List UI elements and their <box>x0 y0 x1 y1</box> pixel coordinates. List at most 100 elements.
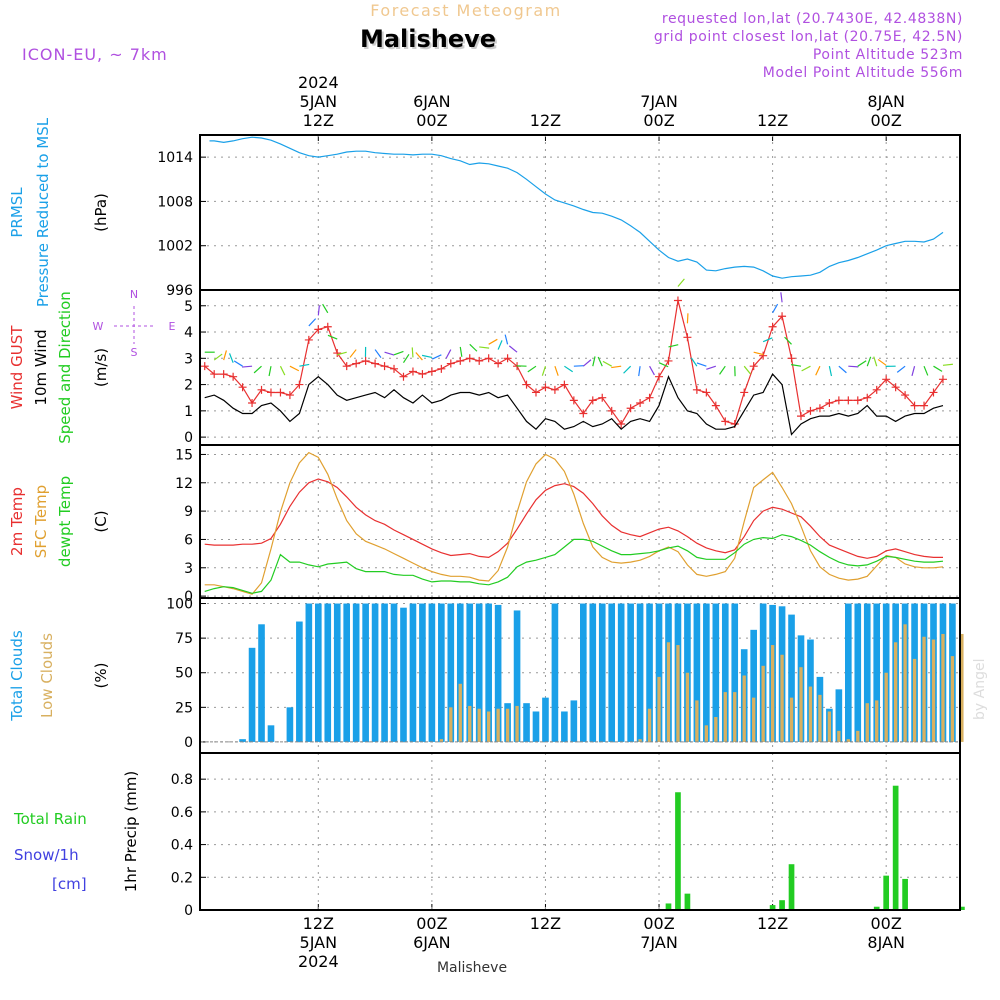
top-time-label: 8JAN <box>867 92 905 111</box>
wind-arrow <box>896 365 906 373</box>
meteogram-subtitle: Forecast Meteogram <box>370 1 561 20</box>
total-cloud-bar <box>390 603 398 742</box>
panel-clouds: 0 25 50 75 100 Total Clouds Low Clouds (%) <box>8 597 964 754</box>
low-cloud-bar <box>799 667 803 742</box>
panel-wind: 0 1 2 3 4 5 Wind GUST 10m Wind Speed and Directi… <box>8 278 961 446</box>
total-cloud-bar <box>731 603 739 742</box>
gust-point <box>380 362 389 371</box>
wind-arrow <box>866 356 872 367</box>
wind-arrow <box>508 345 518 353</box>
total-cloud-bar <box>239 739 246 742</box>
y-tick-label: 75 <box>175 631 193 647</box>
rain-bar <box>883 875 890 910</box>
requested-coords: requested lon,lat (20.7430E, 42.4838N) <box>662 11 963 27</box>
gust-point <box>617 419 626 428</box>
low-cloud-bar <box>676 645 680 742</box>
wind-arrow <box>384 351 395 356</box>
wind-arrow <box>469 343 478 352</box>
y-tick-label: 0 <box>184 430 193 446</box>
gust-point <box>711 401 720 410</box>
gust-point <box>702 388 711 397</box>
total-cloud-bar <box>513 610 521 742</box>
gust-point <box>853 396 862 405</box>
low-cloud-bar <box>685 672 690 742</box>
total-cloud-bar <box>873 603 881 742</box>
model-altitude: Model Point Altitude 556m <box>763 65 963 81</box>
wind-arrow <box>801 365 811 372</box>
wind-arrow <box>223 350 227 361</box>
gust-point <box>938 375 947 384</box>
gust-point <box>815 404 824 413</box>
gust-point <box>683 333 692 342</box>
y-tick-label: 5 <box>184 299 193 315</box>
wind-arrow <box>233 360 243 367</box>
gust-point <box>248 398 257 407</box>
rain-bar <box>892 785 899 910</box>
low-cloud-bar <box>477 708 481 742</box>
wind-arrow <box>784 336 792 345</box>
y-tick-label: 100 <box>166 597 193 613</box>
low-cloud-bar <box>912 658 917 742</box>
panel-frame <box>199 752 961 911</box>
total-cloud-bar <box>286 707 294 742</box>
low-cloud-bar <box>458 683 462 742</box>
wind-arrow <box>459 346 463 357</box>
total-cloud-bar <box>845 603 852 742</box>
gust-point <box>863 393 872 402</box>
wind-arrow <box>349 349 357 358</box>
wind-arrow <box>582 359 592 367</box>
gust-point <box>929 388 938 397</box>
bottom-time-label: 00Z <box>871 914 902 933</box>
low-cloud-bar <box>657 676 661 742</box>
gust-point <box>759 351 768 360</box>
wind-arrow <box>923 365 929 376</box>
gust-point <box>834 396 843 405</box>
bottom-time-label: 00Z <box>416 914 447 933</box>
y-tick-label: 12 <box>175 476 193 492</box>
y-axis-label: dewpt Temp <box>56 476 74 567</box>
gust-point <box>891 383 900 392</box>
low-cloud-bar <box>439 739 444 742</box>
wind-arrow <box>289 365 300 372</box>
total-cloud-bar <box>267 725 275 742</box>
point-altitude: Point Altitude 523m <box>813 47 963 63</box>
y-tick-label: 0.6 <box>171 805 193 821</box>
wind-arrow <box>857 360 867 367</box>
gust-point <box>721 417 730 426</box>
top-time-label: 7JAN <box>640 92 678 111</box>
gust-point <box>342 362 351 371</box>
y-tick-label: 9 <box>184 504 193 520</box>
wind-arrow <box>649 365 655 376</box>
y-axis-label: Wind GUST <box>8 325 26 410</box>
gust-point <box>636 398 645 407</box>
wind-arrow <box>308 318 317 327</box>
gust-point <box>560 380 569 389</box>
low-cloud-bar <box>884 672 888 742</box>
gust-point <box>796 412 805 421</box>
low-cloud-bar <box>695 700 699 742</box>
total-cloud-bar <box>721 603 729 742</box>
total-cloud-bar <box>854 603 862 742</box>
total-cloud-bar <box>400 607 407 742</box>
low-cloud-bar <box>666 642 671 742</box>
wind-arrow <box>706 365 717 370</box>
legend-total-rain: Total Rain <box>13 810 87 828</box>
gust-point <box>740 388 749 397</box>
location-title: Malisheve <box>360 25 496 53</box>
wind-arrow <box>753 351 764 356</box>
wind-arrow <box>415 352 423 361</box>
wind-arrow <box>432 354 442 360</box>
low-cloud-bar <box>846 739 850 742</box>
y-tick-label: 3 <box>184 561 193 577</box>
footer-location: Malisheve <box>437 960 507 976</box>
low-cloud-bar <box>789 697 794 742</box>
rain-bar <box>779 900 785 910</box>
y-tick-label: 6 <box>184 532 193 548</box>
total-cloud-bar <box>314 603 322 742</box>
y-axis-label: (m/s) <box>92 348 110 387</box>
low-cloud-bar <box>922 636 926 742</box>
total-cloud-bar <box>352 603 360 742</box>
y-axis-label: (C) <box>92 510 110 532</box>
